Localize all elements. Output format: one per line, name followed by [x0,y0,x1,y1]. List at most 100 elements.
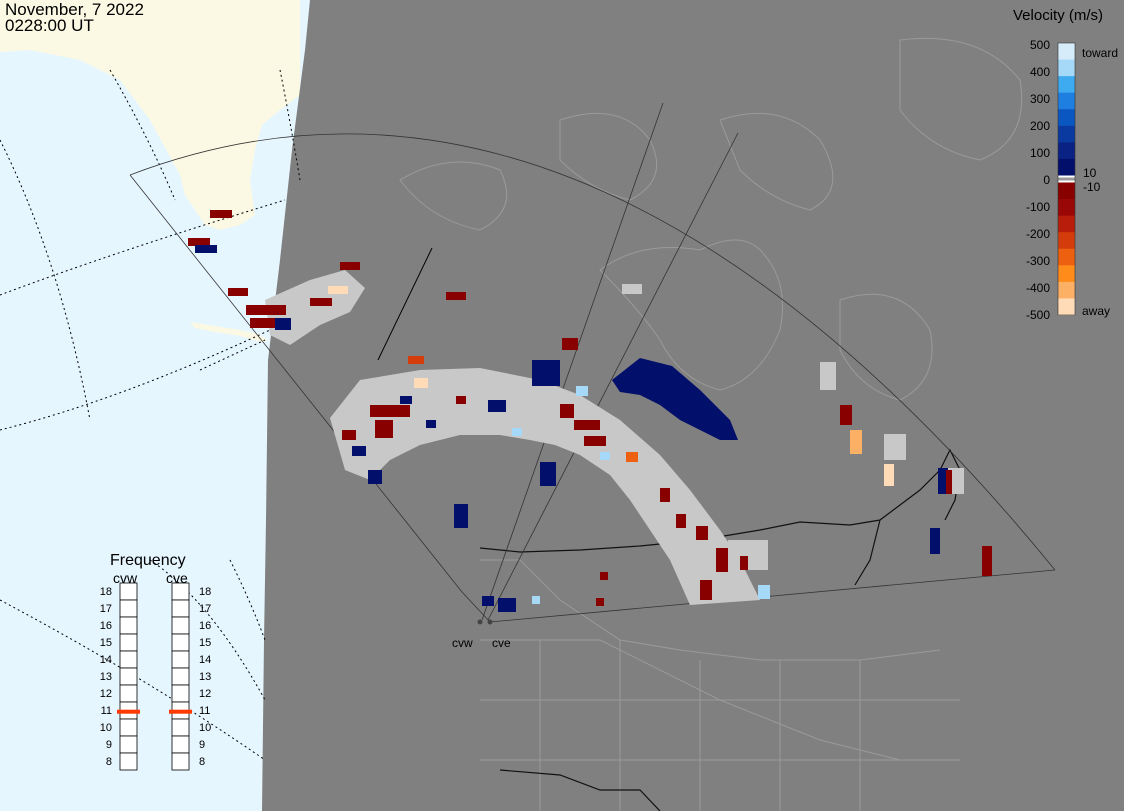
frequency-scale-label: 11 [199,705,210,717]
frequency-scale-label: 15 [199,637,211,649]
colorbar-tick-label: -400 [1026,281,1050,295]
frequency-box [119,667,138,686]
frequency-scale-label: 9 [199,739,205,751]
colorbar-label-pos: 10 [1083,166,1097,180]
colorbar-label-neg: -10 [1083,180,1101,194]
colorbar-segment [1058,182,1075,200]
aleutian-peninsula [190,322,268,342]
colorbar-segment [1058,109,1075,127]
frequency-box [171,667,190,686]
frequency-scale-label: 14 [199,654,211,666]
date-label: November, 7 2022 [5,0,144,19]
colorbar-tick-label: 100 [1030,146,1050,160]
frequency-scale-label: 12 [199,688,211,700]
frequency-box [119,633,138,652]
frequency-panel: Frequency cvw cve 18 18 17 17 16 16 15 15 14 14 13… [100,552,211,771]
colorbar-tick-label: -500 [1026,308,1050,322]
frequency-box [171,616,190,635]
radar-fov [129,102,1056,623]
frequency-box [119,752,138,771]
time-label: 0228:00 UT [5,16,94,35]
frequency-box [119,684,138,703]
frequency-marker [169,709,192,714]
colorbar-tick-label: 300 [1030,92,1050,106]
colorbar-segment [1058,43,1075,61]
colorbar-tick-label: 500 [1030,38,1050,52]
frequency-scale-label: 17 [199,603,211,615]
colorbar-segment [1058,199,1075,217]
colorbar-tick-label: 400 [1030,65,1050,79]
colorbar-zero-stripe [1058,177,1075,181]
frequency-scale-label: 16 [199,620,211,632]
colorbar-segment [1058,158,1075,176]
colorbar-segment [1058,215,1075,233]
frequency-box [171,633,190,652]
frequency-radar-cve: cve [166,570,188,586]
colorbar-segment [1058,142,1075,160]
frequency-scale-label: 18 [199,586,211,598]
colorbar-segment [1058,76,1075,94]
colorbar-tick-label: -100 [1026,200,1050,214]
colorbar-label-toward: toward [1082,46,1118,60]
colorbar-segment [1058,298,1075,316]
frequency-radar-cvw: cvw [113,570,138,586]
frequency-scale-label: 18 [100,586,112,598]
velocity-cells [188,210,992,612]
frequency-box [119,735,138,754]
colorbar-segment [1058,265,1075,283]
frequency-scale-label: 9 [106,739,112,751]
frequency-scale-label: 14 [100,654,112,666]
frequency-scale-label: 13 [199,671,211,683]
frequency-marker [117,709,140,714]
pale-landmass [0,0,300,230]
country-border [479,448,961,811]
frequency-box [119,582,138,601]
frequency-box [171,735,190,754]
frequency-box [119,616,138,635]
velocity-colorbar: Velocity (m/s) 500 400 300 200 100 0 -100 -200 -… [1013,7,1118,322]
frequency-scale-label: 16 [100,620,112,632]
frequency-scale-label: 13 [100,671,112,683]
colorbar-segment [1058,232,1075,250]
frequency-box [171,650,190,669]
radar-site-cve [487,619,493,625]
coastlines [399,37,1023,811]
colorbar-frame [1057,42,1076,316]
frequency-box [171,684,190,703]
colorbar-tick-label: 200 [1030,119,1050,133]
frequency-scale-label: 15 [100,637,112,649]
colorbar-title: Velocity (m/s) [1013,7,1103,24]
radar-sites: cvw cve [452,619,511,650]
track-line [377,247,433,361]
radar-label-cve: cve [492,636,511,650]
frequency-scale-label: 8 [106,756,112,768]
colorbar-tick-label: -300 [1026,254,1050,268]
colorbar-segment [1058,248,1075,266]
radar-site-cvw [477,619,483,625]
colorbar-segment [1058,281,1075,299]
colorbar-tick-label: 0 [1043,173,1050,187]
frequency-box [119,599,138,618]
frequency-scale-label: 8 [199,756,205,768]
frequency-box [171,752,190,771]
colorbar-segment [1058,125,1075,143]
frequency-box [171,718,190,737]
frequency-scale-label: 10 [199,722,211,734]
frequency-scale-label: 12 [100,688,112,700]
frequency-scale-label: 10 [100,722,112,734]
frequency-box [119,718,138,737]
graticule [0,69,301,761]
frequency-scale-label: 17 [100,603,112,615]
frequency-box [171,599,190,618]
frequency-box [119,650,138,669]
colorbar-segment [1058,92,1075,110]
colorbar-tick-label: -200 [1026,227,1050,241]
colorbar-segment [1058,59,1075,77]
radar-label-cvw: cvw [452,636,473,650]
colorbar-label-away: away [1082,304,1110,318]
frequency-scale-label: 11 [101,705,112,717]
frequency-title: Frequency [110,552,186,569]
frequency-box [171,582,190,601]
